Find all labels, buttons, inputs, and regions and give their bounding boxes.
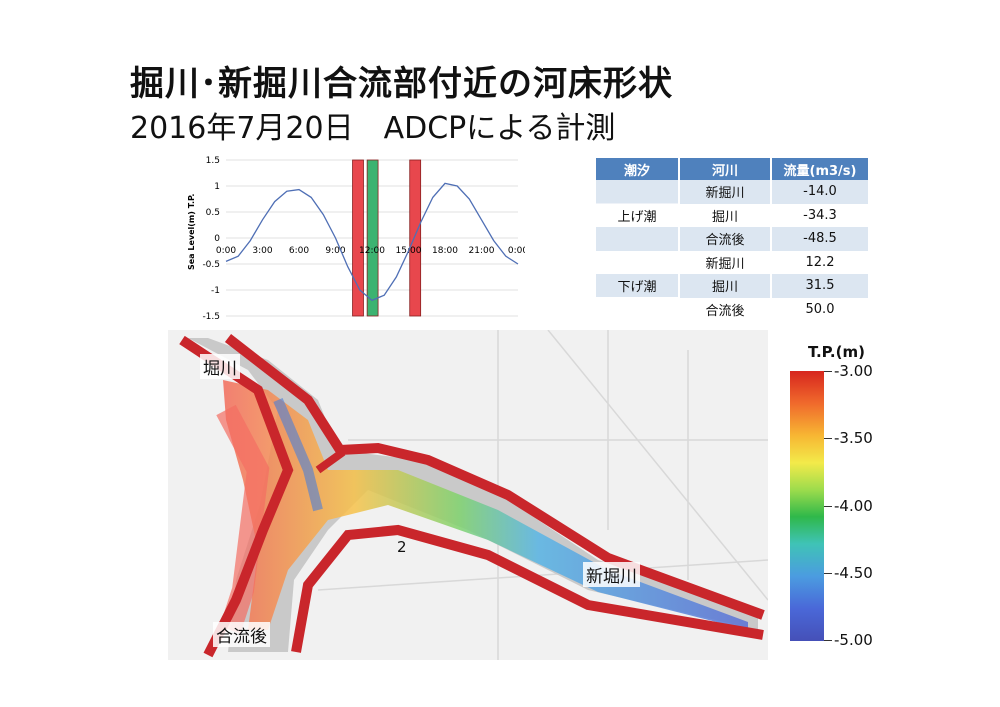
label-marker: 2 [397, 538, 407, 556]
x-tick-label: 21:00 [469, 246, 495, 256]
y-tick-label: -1 [211, 286, 220, 296]
colorbar-label: -3.50 [834, 429, 873, 447]
x-tick-label: 12:00 [359, 246, 385, 256]
table-cell-flow: -34.3 [803, 207, 837, 223]
tide-cell-flood: 上げ潮 [596, 180, 678, 251]
page-title: 掘川･新掘川合流部付近の河床形状 [130, 64, 673, 104]
table-cell-river: 掘川 [711, 209, 738, 225]
table-cell-flow: 12.2 [805, 254, 835, 270]
colorbar-tick [824, 438, 832, 439]
embankment-lower [291, 524, 764, 653]
embankment-left [179, 335, 294, 658]
embankment-upper [224, 334, 765, 620]
table-cell-river: 新掘川 [705, 256, 745, 272]
riverbed-overlay [179, 330, 768, 660]
y-tick-label: -1.5 [202, 312, 220, 322]
depth-colorbar [790, 371, 824, 641]
tide-cell-ebb: 下げ潮 [596, 250, 678, 321]
x-tick-label: 0:00 [508, 246, 525, 256]
table-header-river: 河川 [680, 158, 770, 180]
colorbar-tick [824, 371, 832, 372]
table-cell-flow: -48.5 [772, 227, 868, 251]
colorbar-label: -4.00 [834, 497, 873, 515]
colorbar-tick [824, 640, 832, 641]
sea-level-line [225, 182, 519, 302]
x-tick-label: 6:00 [289, 246, 309, 256]
table-cell-river: 新掘川 [680, 180, 770, 204]
highlight-band [409, 159, 422, 317]
table-cell-flow: 31.5 [772, 274, 868, 298]
colorbar-tick [824, 573, 832, 574]
page-subtitle: 2016年7月20日 ADCPによる計測 [130, 111, 616, 146]
highlight-band [352, 159, 364, 317]
table-header-tide: 潮汐 [596, 158, 678, 180]
street-lines [317, 330, 768, 660]
colorbar-title: T.P.(m) [808, 343, 865, 361]
tide-chart: 0:003:006:009:0012:0015:0018:0021:000:00… [187, 156, 525, 322]
x-tick-label: 3:00 [252, 246, 272, 256]
y-tick-label: 0.5 [206, 208, 220, 218]
colorbar-label: -5.00 [834, 631, 873, 649]
riverbed-depth [223, 380, 748, 630]
table-cell-river: 掘川 [680, 274, 770, 298]
x-tick-label: 18:00 [432, 246, 458, 256]
colorbar-label: -4.50 [834, 564, 873, 582]
label-horikawa: 堀川 [200, 354, 240, 379]
colorbar-tick [824, 506, 832, 507]
riverbed-map: 堀川 新堀川 合流後 2 [168, 330, 768, 660]
table-cell-river: 合流後 [705, 303, 745, 319]
y-tick-label: 0 [214, 234, 220, 244]
table-cell-flow: 50.0 [805, 301, 835, 317]
y-tick-label: -0.5 [202, 260, 220, 270]
label-shinhorikawa: 新堀川 [583, 562, 640, 587]
colorbar-label: -3.00 [834, 362, 873, 380]
table-cell-flow: -14.0 [772, 180, 868, 204]
y-tick-label: 1 [214, 182, 220, 192]
y-tick-label: 1.5 [206, 156, 220, 166]
y-axis-label: Sea Level(m) T.P. [187, 194, 196, 270]
flow-table: 潮汐 河川 流量(m3/s) 上げ潮 新掘川 -14.0 掘川 -34.3 合流… [596, 158, 868, 321]
x-tick-label: 9:00 [325, 246, 345, 256]
x-tick-label: 0:00 [216, 246, 236, 256]
highlight-band [366, 159, 379, 317]
table-header-flow: 流量(m3/s) [772, 158, 868, 180]
table-cell-river: 合流後 [680, 227, 770, 251]
bridge-marker [315, 448, 346, 474]
label-merged: 合流後 [213, 622, 270, 647]
